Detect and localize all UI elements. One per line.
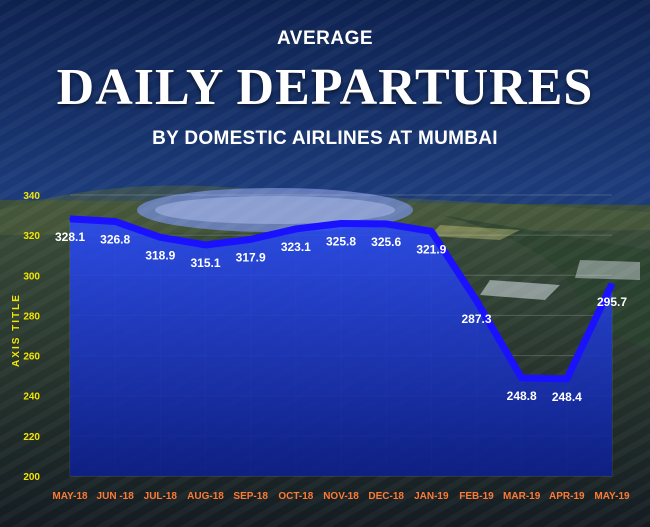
- y-axis-ticks: 200 220 240 260 280 300 320 340: [23, 191, 40, 483]
- y-tick-label: 240: [23, 392, 40, 403]
- data-label: 317.9: [236, 250, 266, 264]
- x-tick-label: AUG-18: [187, 491, 224, 502]
- y-tick-label: 220: [23, 432, 40, 443]
- data-point: [204, 243, 207, 246]
- y-axis-title: AXIS TITLE: [11, 293, 22, 367]
- chart-kicker: AVERAGE: [276, 28, 374, 49]
- x-tick-label: APR-19: [549, 491, 585, 502]
- data-label: 315.1: [190, 256, 220, 270]
- data-label: 287.3: [461, 312, 491, 326]
- x-tick-label: JAN-19: [414, 491, 449, 502]
- x-tick-label: JUL-18: [144, 491, 178, 502]
- y-tick-label: 200: [23, 472, 40, 483]
- y-tick-label: 300: [23, 271, 40, 282]
- x-tick-label: MAY-19: [594, 491, 630, 502]
- area-fill: [70, 218, 612, 476]
- x-tick-label: FEB-19: [459, 491, 494, 502]
- data-label: 295.7: [597, 295, 627, 309]
- y-tick-label: 260: [23, 352, 40, 363]
- x-tick-label: NOV-18: [323, 491, 359, 502]
- data-label: 326.8: [100, 232, 130, 246]
- data-point: [520, 377, 523, 380]
- data-point: [565, 377, 568, 380]
- data-label: 248.8: [507, 389, 537, 403]
- data-point: [385, 222, 388, 225]
- data-label: 325.6: [371, 235, 401, 249]
- x-tick-label: MAR-19: [503, 491, 541, 502]
- x-tick-label: OCT-18: [278, 491, 313, 502]
- y-tick-label: 280: [23, 311, 40, 322]
- data-point: [294, 227, 297, 230]
- data-label: 321.9: [416, 242, 446, 256]
- x-axis-ticks: MAY-18 JUN -18 JUL-18 AUG-18 SEP-18 OCT-18 NOV…: [52, 491, 630, 502]
- area-fill-layer: [69, 215, 616, 476]
- data-point: [475, 299, 478, 302]
- x-tick-label: DEC-18: [368, 491, 404, 502]
- data-label: 323.1: [281, 240, 311, 254]
- data-point: [249, 238, 252, 241]
- chart-title: DAILY DEPARTURES: [56, 59, 594, 116]
- x-tick-label: SEP-18: [233, 491, 268, 502]
- data-point: [114, 220, 117, 223]
- y-tick-label: 340: [23, 191, 40, 202]
- data-point: [611, 282, 613, 285]
- x-tick-label: JUN -18: [97, 491, 135, 502]
- data-point: [340, 222, 342, 225]
- data-label: 318.9: [145, 248, 175, 262]
- data-labels: 328.1 326.8 318.9 315.1 317.9 323.1 325.8 325.6…: [55, 230, 627, 404]
- data-point: [69, 217, 71, 220]
- y-tick-label: 320: [23, 231, 40, 242]
- chart-subtitle: BY DOMESTIC AIRLINES AT MUMBAI: [152, 128, 498, 149]
- x-tick-label: MAY-18: [52, 491, 88, 502]
- data-label: 325.8: [326, 235, 356, 249]
- data-point: [159, 236, 162, 239]
- data-label: 328.1: [55, 230, 85, 244]
- data-label: 248.4: [552, 390, 582, 404]
- data-point: [430, 230, 433, 233]
